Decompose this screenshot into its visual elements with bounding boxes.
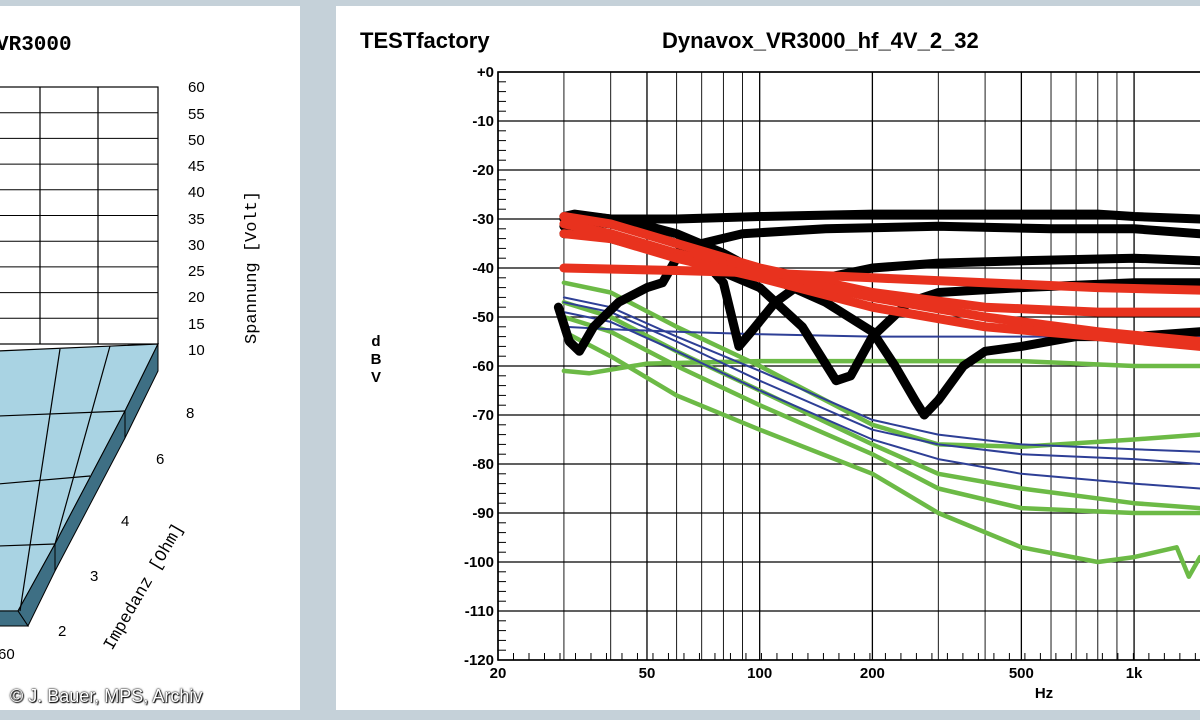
voltage-tick: 40: [188, 184, 205, 201]
series-line-12: [562, 311, 1200, 490]
corner-tick-label: 60: [0, 646, 15, 663]
frequency-response-chart: TESTfactory Dynavox_VR3000_hf_4V_2_32 +0…: [360, 28, 1200, 702]
voltage-tick: 55: [188, 106, 205, 123]
chart-brand: TESTfactory: [360, 28, 490, 53]
axis-minor-ticks: [497, 71, 1196, 661]
y-tick-label: -80: [472, 456, 494, 473]
voltage-tick: 15: [188, 316, 205, 333]
series-line-8: [559, 229, 1200, 351]
y-tick-label: +0: [477, 64, 494, 81]
y-tick-label: -10: [472, 113, 494, 130]
series-line-7: [559, 219, 1200, 346]
y-tick-labels: +0 -10 -20 -30 -40 -50 -60 -70 -80 -90 -100 -110 -12…: [464, 64, 494, 669]
series-line-11: [562, 301, 1200, 465]
series-layer: [553, 209, 1200, 579]
x-axis-label: Hz: [1035, 685, 1053, 702]
back-wall-horizontal-lines: [0, 112, 158, 319]
impedance-surface: [0, 343, 159, 628]
series-line-16: [561, 314, 1200, 516]
y-tick-label: -110: [465, 603, 494, 620]
series-line-18: [561, 358, 1200, 376]
y-axis-label-line1: d: [371, 333, 380, 350]
series-line-1: [559, 209, 1200, 224]
x-tick-label: 200: [860, 665, 885, 682]
x-tick-label: 50: [639, 665, 656, 682]
x-tick-label: 500: [1009, 665, 1034, 682]
impedance-tick-labels: 8 6 4 3 2: [58, 405, 194, 640]
series-line-5: [559, 212, 1200, 420]
y-tick-label: -100: [464, 554, 494, 571]
x-tick-label: 20: [490, 665, 507, 682]
voltage-tick: 45: [188, 158, 205, 175]
y-tick-label: -90: [472, 505, 494, 522]
voltage-tick-labels: 60 55 50 45 40 35 30 25 20 15 10: [188, 79, 205, 359]
panel-gutter: [300, 0, 336, 720]
impedance-axis-label: Impedanz [Ohm]: [101, 521, 189, 654]
y-tick-label: -70: [472, 407, 494, 424]
series-line-14: [561, 280, 1200, 450]
voltage-tick: 30: [188, 237, 205, 254]
photo-credit: © J. Bauer, MPS, Archiv: [10, 686, 203, 706]
right-chart-panel: TESTfactory Dynavox_VR3000_hf_4V_2_32 +0…: [336, 6, 1200, 710]
series-line-9: [559, 263, 1200, 295]
chart-title: Dynavox_VR3000_hf_4V_2_32: [662, 28, 979, 53]
y-tick-label: -60: [472, 358, 494, 375]
x-tick-label: 1k: [1126, 665, 1143, 682]
y-tick-label: -20: [472, 162, 494, 179]
voltage-tick: 20: [188, 289, 205, 306]
left-chart-title: VR3000: [0, 34, 72, 57]
series-line-17: [561, 329, 1200, 579]
y-axis-label-line3: V: [371, 369, 381, 386]
impedance-tick: 2: [58, 623, 66, 640]
x-tick-label: 100: [747, 665, 772, 682]
y-tick-label: -120: [464, 652, 494, 669]
series-line-10: [562, 296, 1200, 453]
voltage-tick: 35: [188, 211, 205, 228]
x-tick-labels: 20 50 100 200 500 1k: [490, 665, 1143, 682]
impedance-tick: 3: [90, 568, 98, 585]
voltage-tick: 25: [188, 263, 205, 280]
series-line-15: [561, 300, 1200, 511]
series-line-6: [559, 212, 1200, 317]
voltage-tick: 10: [188, 342, 205, 359]
left-chart-panel: VR3000 60 55 50 45 40 35 30 25 20 15 10 …: [0, 6, 300, 710]
voltage-axis-label: Spannung [Volt]: [243, 191, 262, 344]
impedance-tick: 4: [121, 513, 129, 530]
y-axis-label-line2: B: [371, 351, 382, 368]
voltage-impedance-3d-chart: VR3000 60 55 50 45 40 35 30 25 20 15 10 …: [0, 34, 262, 663]
y-tick-label: -50: [472, 309, 494, 326]
voltage-tick: 50: [188, 132, 205, 149]
impedance-tick: 6: [156, 451, 164, 468]
y-tick-label: -40: [472, 260, 494, 277]
y-tick-label: -30: [472, 211, 494, 228]
impedance-tick: 8: [186, 405, 194, 422]
voltage-tick: 60: [188, 79, 205, 96]
